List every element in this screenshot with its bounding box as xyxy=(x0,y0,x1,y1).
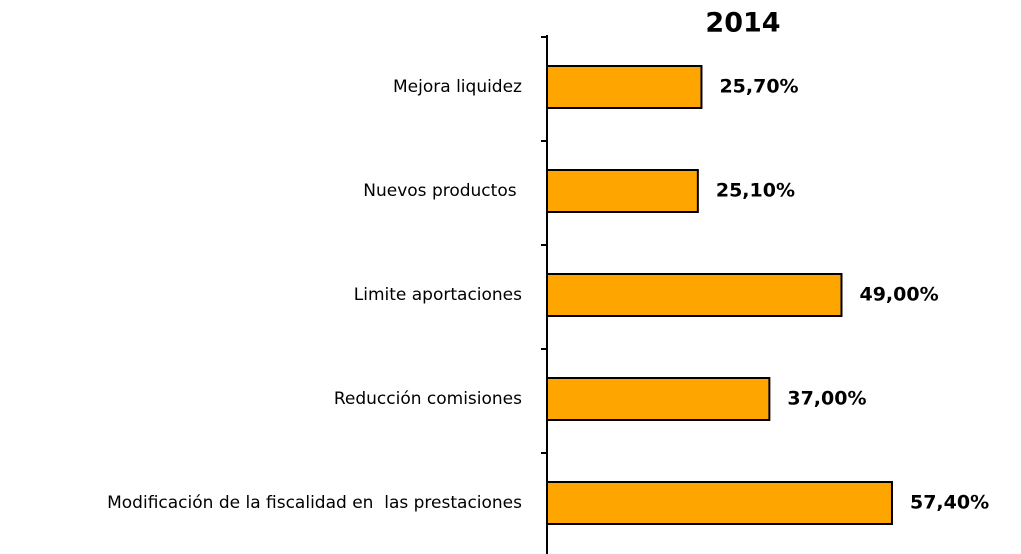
value-label: 57,40% xyxy=(910,492,989,514)
bar xyxy=(546,65,703,109)
category-label: Reducción comisiones xyxy=(334,389,522,409)
bar xyxy=(546,481,893,525)
chart-title: 2014 xyxy=(705,8,780,39)
value-label: 25,10% xyxy=(716,180,795,202)
bar xyxy=(546,377,771,421)
category-label: Limite aportaciones xyxy=(354,285,522,305)
bar xyxy=(546,169,699,213)
category-label: Mejora liquidez xyxy=(393,77,522,97)
bar xyxy=(546,273,843,317)
value-label: 25,70% xyxy=(719,76,798,98)
category-label: Nuevos productos xyxy=(363,181,522,201)
value-label: 49,00% xyxy=(859,284,938,306)
category-label: Modificación de la fiscalidad en las pre… xyxy=(107,493,522,513)
value-label: 37,00% xyxy=(787,388,866,410)
